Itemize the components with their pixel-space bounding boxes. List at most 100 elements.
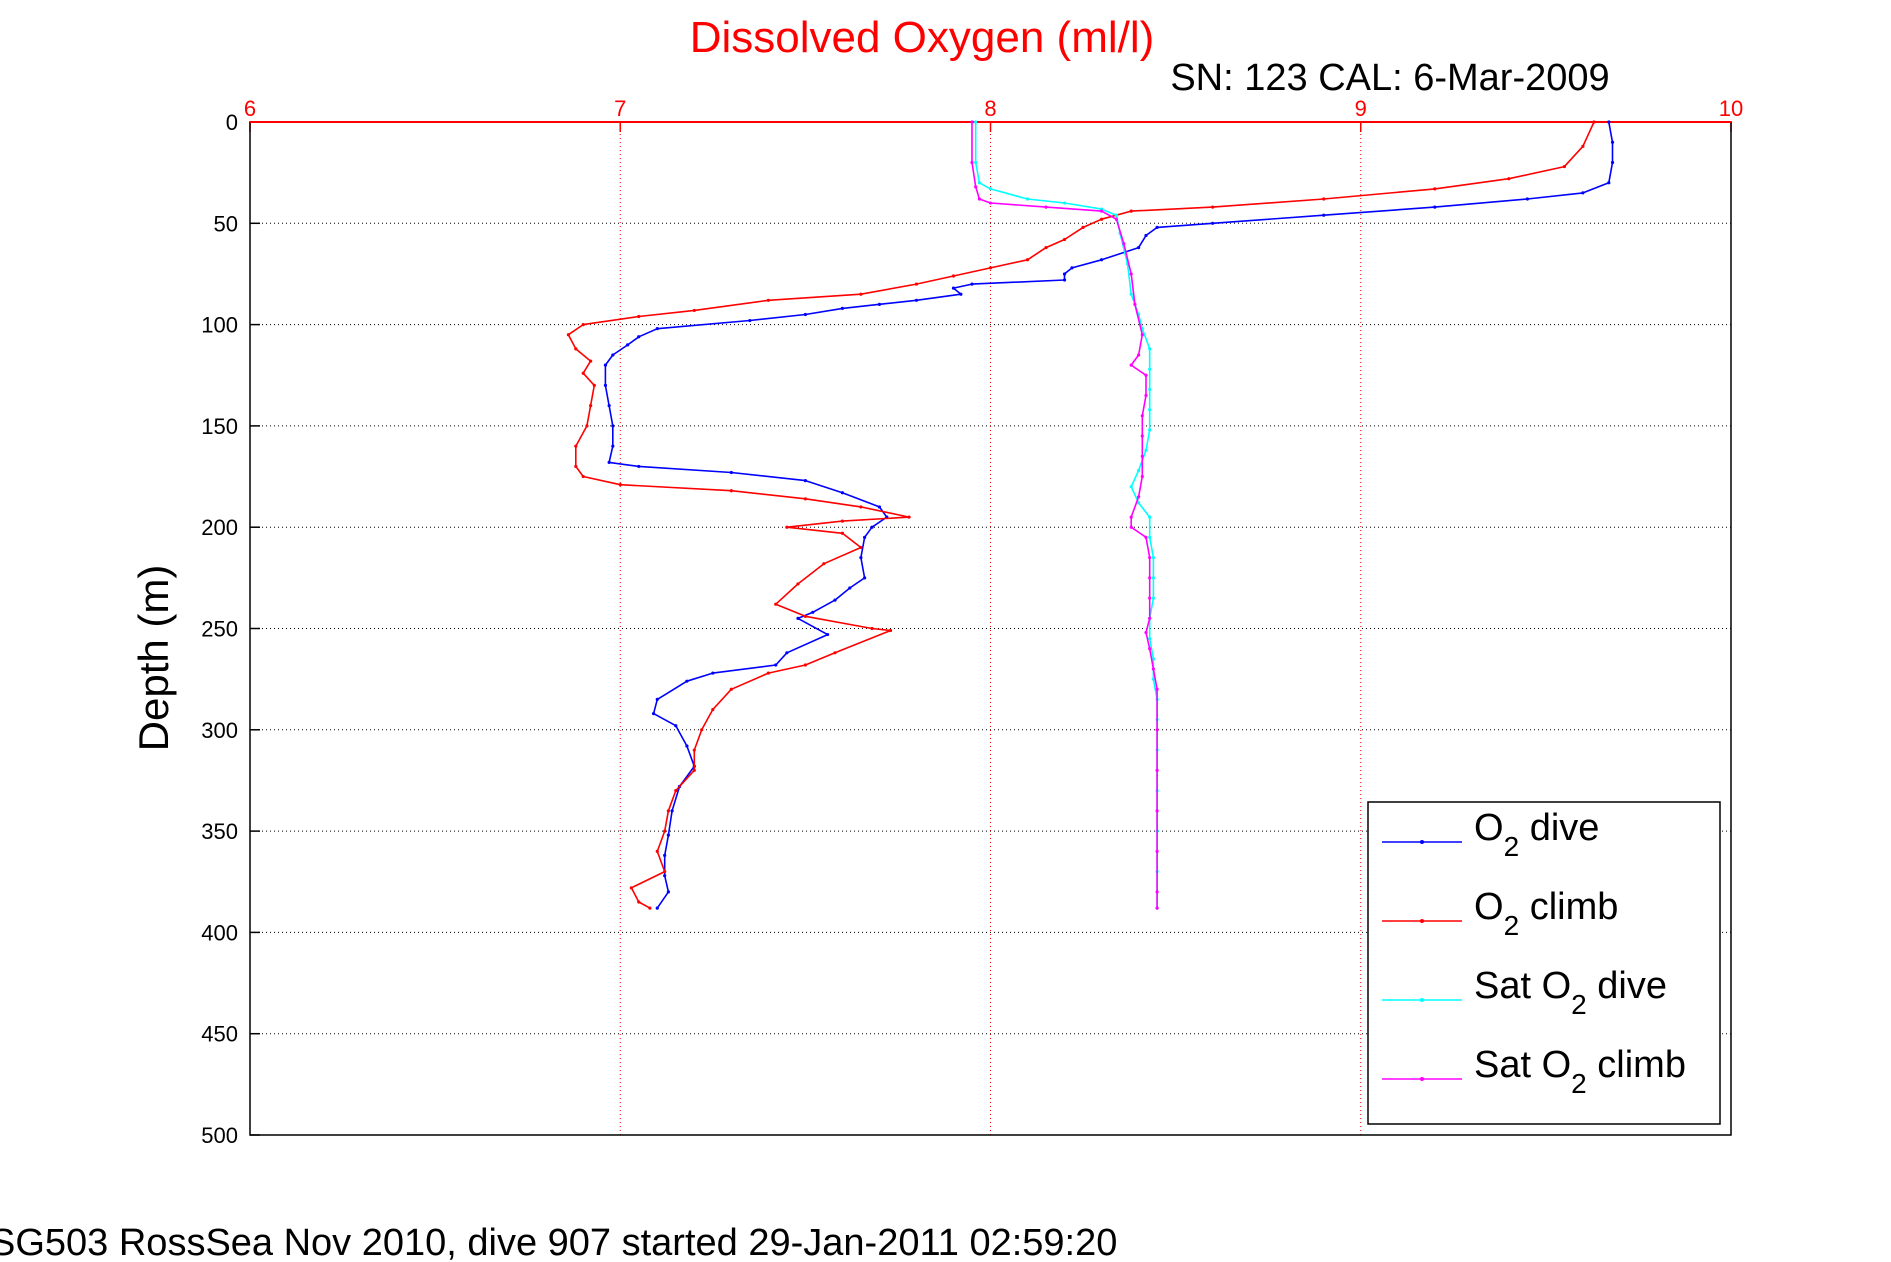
data-point xyxy=(1137,246,1141,250)
data-point xyxy=(870,626,874,631)
data-point xyxy=(566,333,571,337)
data-point xyxy=(863,576,867,580)
data-point xyxy=(1610,140,1615,144)
data-point xyxy=(1129,525,1133,529)
data-point xyxy=(877,302,882,306)
data-point xyxy=(1148,428,1152,432)
data-point xyxy=(1114,213,1118,217)
grid xyxy=(250,122,1731,1135)
data-point xyxy=(1025,258,1030,262)
data-point xyxy=(970,160,974,165)
data-point xyxy=(574,444,578,448)
x-tick-label: 10 xyxy=(1719,96,1743,121)
data-point xyxy=(1140,454,1144,458)
data-point xyxy=(822,562,826,566)
data-point xyxy=(988,266,993,270)
data-point xyxy=(637,464,641,469)
series-line-sat-o2-climb xyxy=(971,122,1158,909)
data-point xyxy=(859,505,863,509)
data-point xyxy=(655,849,659,853)
legend-marker xyxy=(1420,998,1424,1002)
data-point xyxy=(581,323,585,327)
y-tick-label: 350 xyxy=(201,819,238,844)
data-point xyxy=(1129,363,1133,367)
data-point xyxy=(840,519,845,523)
data-point xyxy=(611,353,615,357)
data-point xyxy=(1144,630,1148,635)
chart-title: Dissolved Oxygen (ml/l) xyxy=(690,13,1155,62)
data-point xyxy=(1148,637,1152,641)
data-point xyxy=(974,120,978,124)
data-point xyxy=(1140,333,1144,337)
data-point xyxy=(785,651,789,655)
series-line-o2-dive xyxy=(604,121,1614,909)
data-point xyxy=(1610,160,1615,165)
y-tick-label: 150 xyxy=(201,414,238,439)
data-point xyxy=(666,809,670,813)
data-point xyxy=(607,404,611,408)
data-point xyxy=(637,900,641,904)
data-point xyxy=(1148,555,1152,560)
y-axis-label: Depth (m) xyxy=(130,565,177,752)
data-point xyxy=(766,298,770,302)
data-point xyxy=(663,853,667,858)
data-point xyxy=(870,525,874,529)
y-tick-label: 500 xyxy=(201,1123,238,1148)
series-sat-o2-climb xyxy=(970,120,1159,910)
data-point xyxy=(637,335,641,339)
data-point xyxy=(711,671,715,675)
data-point xyxy=(1592,120,1596,124)
data-point xyxy=(574,347,578,351)
data-point xyxy=(1099,258,1104,262)
data-point xyxy=(655,697,659,702)
data-point xyxy=(888,628,893,633)
data-point xyxy=(663,870,667,874)
data-point xyxy=(1211,221,1215,225)
data-point xyxy=(603,363,608,367)
data-point xyxy=(1062,272,1067,276)
data-point xyxy=(914,298,919,302)
data-point xyxy=(685,744,689,748)
data-point xyxy=(674,788,678,793)
legend-entry: O2 dive xyxy=(1382,807,1599,862)
data-point xyxy=(1322,213,1326,217)
data-point xyxy=(803,663,807,667)
data-point xyxy=(729,489,733,493)
data-point xyxy=(648,906,652,910)
legend-marker xyxy=(1420,1077,1424,1081)
data-point xyxy=(825,632,830,637)
data-point xyxy=(833,598,837,602)
data-point xyxy=(796,616,800,620)
data-point xyxy=(670,809,674,813)
data-point xyxy=(1122,241,1126,246)
data-point xyxy=(581,371,585,375)
x-tick-label: 6 xyxy=(244,96,256,121)
data-point xyxy=(1062,201,1067,205)
data-point xyxy=(877,505,882,509)
data-point xyxy=(1581,144,1585,148)
legend-box xyxy=(1367,801,1721,1125)
data-point xyxy=(833,651,837,655)
data-point xyxy=(1607,181,1611,185)
data-point xyxy=(1144,373,1148,377)
data-point xyxy=(840,306,845,310)
data-point xyxy=(774,602,778,606)
data-point xyxy=(1129,292,1133,296)
data-point xyxy=(1562,164,1566,169)
data-point xyxy=(666,833,670,837)
data-point xyxy=(1148,408,1152,412)
data-point xyxy=(1148,367,1152,371)
data-point xyxy=(1148,347,1152,351)
data-point xyxy=(1137,495,1141,499)
data-point xyxy=(1025,197,1030,201)
data-point xyxy=(1148,535,1152,539)
data-point xyxy=(1525,197,1529,201)
data-point xyxy=(1148,647,1152,651)
data-point xyxy=(1433,187,1437,191)
data-point xyxy=(585,424,589,428)
data-point xyxy=(1148,515,1152,519)
series-o2-dive xyxy=(603,120,1615,910)
legend-entry: Sat O2 dive xyxy=(1382,965,1667,1020)
data-point xyxy=(1044,205,1048,209)
data-point xyxy=(863,535,867,539)
